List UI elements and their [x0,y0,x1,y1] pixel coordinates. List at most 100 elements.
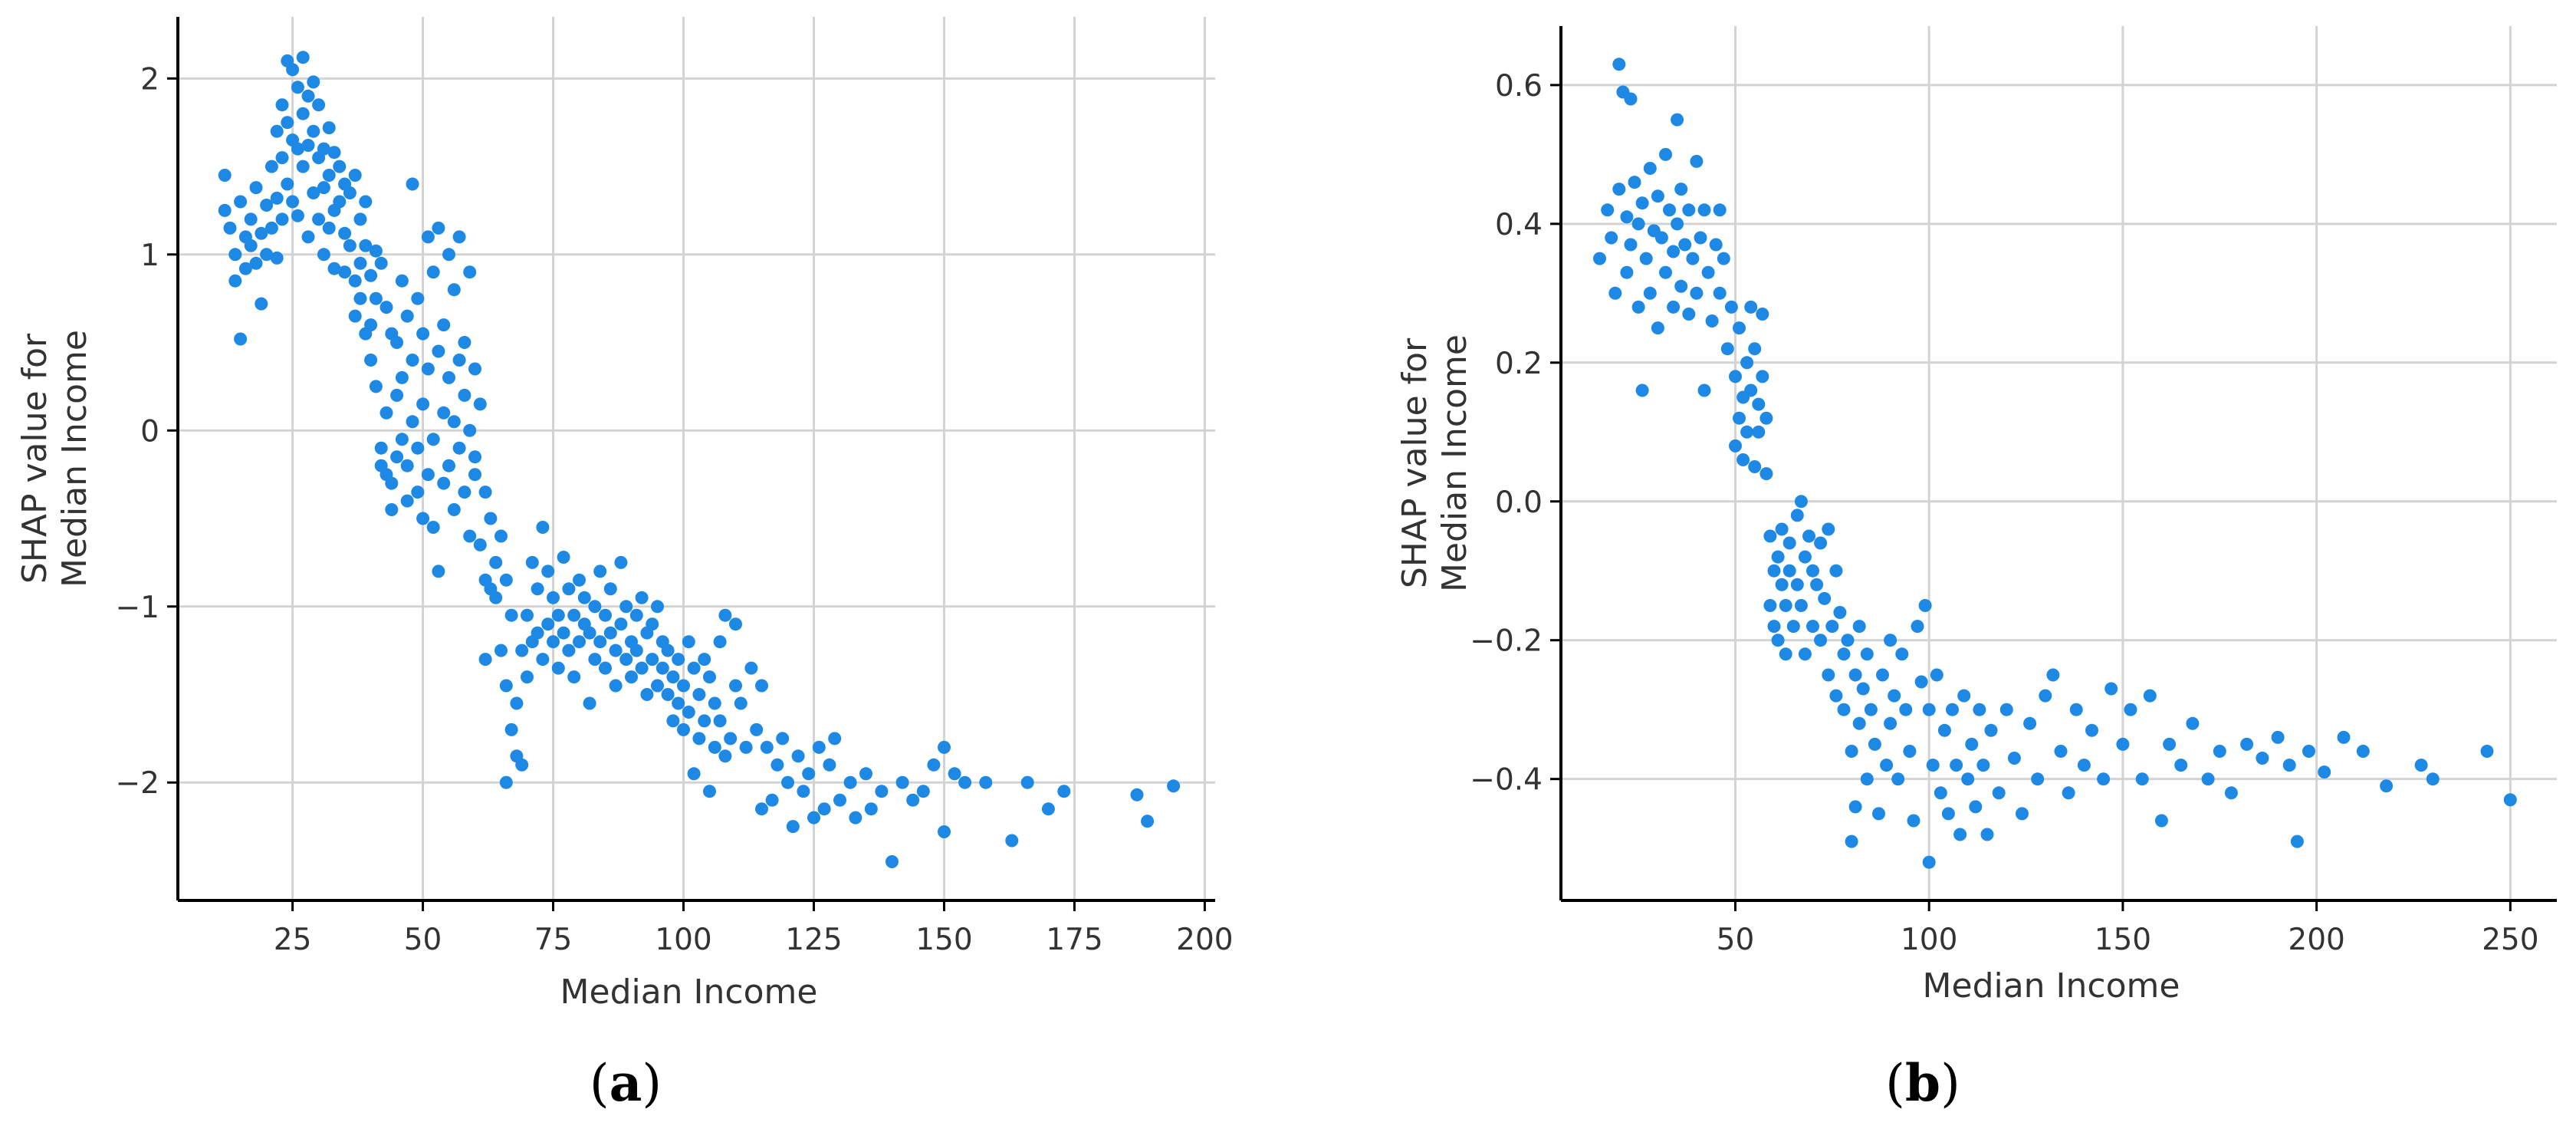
data-point [2380,779,2394,793]
data-point [364,318,378,332]
data-point [599,661,612,675]
data-point [1848,668,1862,682]
data-point [333,195,347,209]
y-tick-label: −0.2 [1470,624,1543,659]
data-point [1922,703,1936,716]
data-point [2480,745,2494,758]
data-point [2007,752,2021,765]
data-point [1663,203,1676,217]
x-tick-label: 50 [404,923,442,957]
data-point [348,274,362,288]
data-point [359,195,373,209]
data-point [484,512,498,525]
data-point [567,670,581,684]
data-point [1767,620,1781,634]
data-point [646,653,659,667]
data-point [307,75,320,89]
data-point [301,230,315,244]
data-point [437,476,451,490]
data-point [2213,745,2226,758]
data-point [338,226,352,240]
data-point [1659,265,1672,279]
data-point [406,177,419,191]
data-point [916,785,930,798]
data-point [1620,210,1634,224]
data-point [249,256,263,270]
data-point [802,767,816,781]
data-point [672,653,685,667]
y-tick-label: −1 [116,591,160,625]
data-point [369,291,383,305]
data-point [1612,58,1626,71]
data-point [1740,356,1754,370]
data-point [1903,745,1917,758]
data-point [1860,772,1874,786]
data-point [770,758,784,772]
data-point [458,486,472,499]
data-point [1884,634,1898,647]
data-point [327,262,341,275]
y-tick-label: −2 [116,766,160,801]
data-point [1635,383,1649,397]
y-axis-label: SHAP value forMedian Income [1395,334,1474,592]
data-point [364,354,378,367]
data-point [833,793,846,807]
data-point [1671,113,1684,127]
data-point [437,318,451,332]
data-point [1775,522,1789,536]
data-point [1814,536,1828,550]
data-point [2503,793,2517,807]
data-point [750,722,764,736]
data-point [1876,668,1889,682]
data-point [1899,703,1913,716]
data-point [1701,265,1715,279]
data-point [1756,370,1769,383]
data-point [317,181,330,195]
data-point [359,239,373,252]
data-point [338,265,352,279]
data-point [421,230,435,244]
data-point [1864,703,1878,716]
y-axis-label-line: SHAP value for [1395,337,1434,588]
data-point [1798,647,1812,661]
data-point [2302,745,2315,758]
data-point [718,749,732,763]
data-point [1930,668,1944,682]
data-point [380,301,393,314]
data-point [1620,265,1634,279]
data-point [677,679,690,693]
data-point [322,169,336,182]
data-point [234,195,248,209]
data-point [296,107,310,120]
data-point [411,486,425,499]
data-point [786,820,800,834]
data-point [1880,759,1894,772]
data-point [390,336,404,349]
data-point [1624,238,1638,252]
scatter-series [1593,58,2517,869]
data-point [938,740,951,754]
data-point [291,209,304,222]
data-point [495,643,508,657]
data-point [1005,834,1019,848]
data-point [1771,634,1785,647]
data-point [1810,578,1824,591]
data-point [1667,300,1681,314]
data-point [1891,772,1905,786]
data-point [1608,286,1622,300]
data-point [1667,245,1681,258]
data-point [1922,855,1936,869]
data-point [573,573,586,587]
data-point [411,441,425,455]
data-point [646,617,659,631]
data-point [614,555,628,569]
data-point [281,177,294,191]
data-point [380,406,393,420]
data-point [2135,772,2149,786]
data-point [2116,737,2130,751]
data-point [687,661,701,675]
data-point [1601,203,1615,217]
data-point [551,608,565,622]
data-point [353,291,367,305]
data-point [1760,467,1773,481]
